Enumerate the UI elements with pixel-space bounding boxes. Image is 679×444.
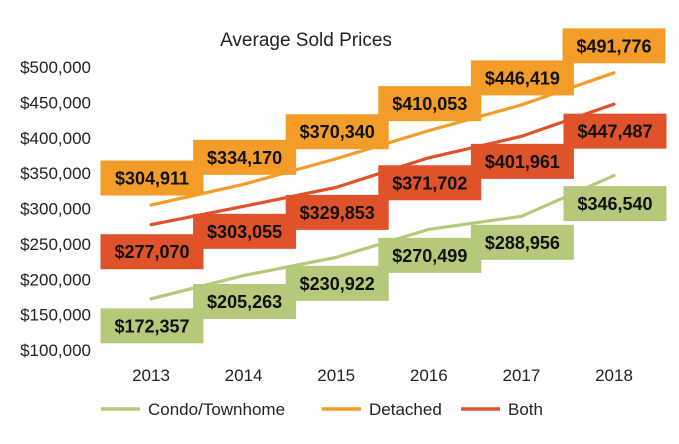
data-label: $401,961	[470, 143, 574, 179]
data-label: $334,170	[193, 139, 297, 175]
x-tick-label: 2017	[502, 366, 540, 385]
y-axis-ticks: $100,000 $150,000 $200,000 $250,000 $300,000…	[20, 58, 91, 360]
data-label-text: $230,922	[300, 274, 375, 294]
data-label-box	[470, 60, 574, 96]
data-label-box	[100, 308, 204, 344]
data-label-box	[285, 114, 389, 150]
data-label-text: $447,487	[577, 122, 652, 142]
data-label: $446,419	[470, 60, 574, 96]
y-tick-label: $300,000	[20, 200, 91, 219]
data-label-text: $401,961	[485, 152, 560, 172]
x-tick-label: 2016	[410, 366, 448, 385]
data-label: $288,956	[470, 224, 574, 260]
data-label-text: $370,340	[300, 122, 375, 142]
x-tick-label: 2018	[595, 366, 633, 385]
data-label-box	[563, 113, 667, 149]
data-label-box	[563, 186, 667, 222]
data-label: $270,499	[378, 237, 482, 273]
data-label-text: $270,499	[392, 246, 467, 266]
data-label: $491,776	[562, 28, 666, 64]
data-label-text: $334,170	[207, 148, 282, 168]
legend-label: Both	[508, 400, 543, 419]
data-label-box	[285, 194, 389, 230]
data-label-text: $491,776	[576, 36, 651, 56]
data-label-box	[100, 160, 204, 196]
data-label-box	[378, 165, 482, 201]
data-label-box	[193, 284, 297, 320]
data-labels: $172,357 $205,263 $230,922 $270,499 $288,956…	[100, 28, 667, 344]
data-label: $304,911	[100, 160, 204, 196]
data-label: $230,922	[285, 265, 389, 301]
data-label-text: $172,357	[114, 316, 189, 336]
data-label-box	[193, 139, 297, 175]
data-label: $303,055	[193, 213, 297, 249]
chart-title: Average Sold Prices	[220, 30, 392, 51]
data-label-box	[100, 234, 204, 270]
legend: Condo/Townhome Detached Both	[101, 400, 543, 419]
data-label: $346,540	[563, 186, 667, 222]
data-label-text: $329,853	[300, 203, 375, 223]
data-label-text: $346,540	[577, 194, 652, 214]
data-label-box	[378, 237, 482, 273]
x-tick-label: 2014	[225, 366, 263, 385]
data-label-box	[562, 28, 666, 64]
data-label-text: $288,956	[485, 233, 560, 253]
data-label-text: $304,911	[115, 169, 189, 189]
y-tick-label: $250,000	[20, 235, 91, 254]
data-label-text: $446,419	[485, 68, 560, 88]
data-label: $277,070	[100, 234, 204, 270]
data-label: $447,487	[563, 113, 667, 149]
data-label: $370,340	[285, 114, 389, 150]
y-tick-label: $200,000	[20, 270, 91, 289]
y-tick-label: $100,000	[20, 341, 91, 360]
data-label-box	[193, 213, 297, 249]
data-label-text: $303,055	[207, 222, 282, 242]
data-label-text: $277,070	[114, 242, 189, 262]
data-label-box	[470, 224, 574, 260]
data-label-text: $371,702	[392, 173, 467, 193]
data-label-box	[470, 143, 574, 179]
legend-label: Condo/Townhome	[148, 400, 285, 419]
legend-item: Detached	[322, 400, 442, 419]
y-tick-label: $450,000	[20, 93, 91, 112]
data-label: $172,357	[100, 308, 204, 344]
y-tick-label: $400,000	[20, 129, 91, 148]
legend-item: Condo/Townhome	[101, 400, 285, 419]
data-label: $205,263	[193, 284, 297, 320]
y-tick-label: $150,000	[20, 306, 91, 325]
data-label: $329,853	[285, 194, 389, 230]
y-tick-label: $500,000	[20, 58, 91, 77]
x-axis-ticks: 2013 2014 2015 2016 2017 2018	[132, 366, 633, 385]
data-label: $371,702	[378, 165, 482, 201]
data-label-text: $205,263	[207, 292, 282, 312]
legend-label: Detached	[369, 400, 442, 419]
data-label-box	[285, 265, 389, 301]
legend-item: Both	[461, 400, 543, 419]
data-label-box	[378, 86, 482, 122]
y-tick-label: $350,000	[20, 164, 91, 183]
data-label: $410,053	[378, 86, 482, 122]
x-tick-label: 2013	[132, 366, 170, 385]
x-tick-label: 2015	[317, 366, 355, 385]
data-label-text: $410,053	[392, 94, 467, 114]
